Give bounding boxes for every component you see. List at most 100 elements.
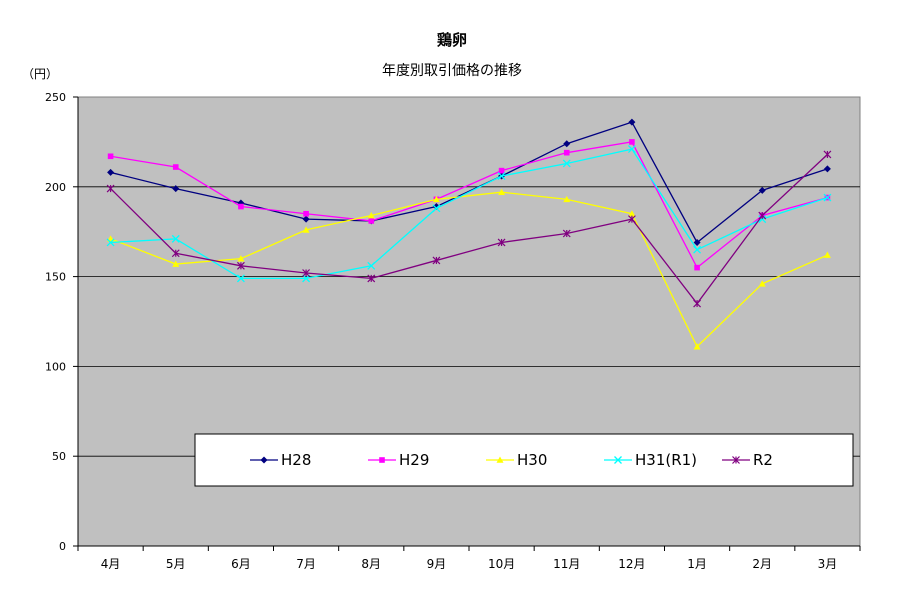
data-point: [614, 456, 622, 464]
data-point: [627, 145, 636, 154]
legend-item: H31(R1): [604, 451, 697, 469]
data-point: [732, 456, 740, 464]
data-point: [260, 456, 268, 464]
data-point: [237, 255, 245, 262]
data-point: [107, 168, 115, 176]
y-tick-label: 0: [59, 540, 66, 553]
y-axis-label: （円）: [22, 67, 58, 81]
data-point: [368, 218, 375, 224]
data-point: [758, 215, 767, 224]
data-point: [172, 164, 179, 170]
series-line: [110, 148, 828, 280]
data-point: [693, 299, 702, 308]
data-point: [563, 195, 571, 203]
data-point: [367, 261, 376, 270]
legend-label: H29: [399, 451, 429, 469]
x-tick-label: 6月: [231, 557, 251, 571]
x-tick-label: 4月: [101, 557, 121, 571]
data-point: [823, 193, 832, 202]
legend-label: H31(R1): [635, 451, 697, 469]
data-point: [693, 245, 702, 254]
series-line: [110, 141, 828, 269]
x-tick-label: 10月: [488, 557, 515, 571]
legend-label: H28: [281, 451, 311, 469]
legend-item: H28: [250, 451, 311, 469]
data-point: [379, 457, 385, 463]
data-point: [498, 167, 505, 174]
data-point: [758, 186, 766, 194]
series-h31-r1: [106, 145, 832, 283]
data-point: [629, 139, 635, 145]
series-line: [110, 191, 828, 348]
data-point: [367, 274, 376, 283]
y-tick-label: 200: [45, 181, 66, 194]
data-point: [171, 234, 180, 243]
data-point: [302, 215, 310, 223]
data-point: [432, 256, 441, 265]
legend-item: H29: [368, 451, 429, 469]
x-tick-label: 3月: [818, 557, 838, 571]
data-point: [563, 140, 571, 148]
data-point: [238, 203, 244, 210]
x-tick-label: 5月: [166, 557, 186, 571]
x-tick-label: 1月: [687, 557, 707, 571]
data-point: [823, 150, 832, 159]
data-point: [497, 172, 506, 180]
data-point: [236, 274, 245, 283]
data-point: [563, 149, 570, 156]
chart-subtitle: 年度別取引価格の推移: [382, 63, 522, 79]
data-point: [172, 185, 180, 193]
data-point: [496, 456, 504, 463]
data-point: [693, 343, 701, 350]
data-point: [823, 165, 831, 173]
x-tick-label: 2月: [752, 557, 772, 571]
data-point: [694, 264, 700, 271]
data-point: [628, 210, 636, 217]
x-tick-label: 8月: [361, 557, 381, 571]
series-layer: [106, 118, 832, 350]
data-point: [758, 280, 766, 287]
legend-item: R2: [722, 451, 773, 469]
data-point: [562, 229, 571, 238]
data-point: [106, 184, 115, 193]
data-point: [432, 195, 440, 203]
data-point: [172, 260, 180, 267]
x-tick-label: 7月: [296, 557, 316, 571]
data-point: [823, 251, 831, 258]
data-point: [627, 215, 636, 224]
legend-item: H30: [486, 451, 547, 469]
series-r2: [106, 150, 832, 308]
y-tick-label: 150: [45, 271, 66, 284]
x-tick-label: 9月: [427, 557, 447, 571]
data-point: [302, 226, 310, 233]
legend: H28 H29 H30 H31(R1) R2: [194, 433, 854, 487]
data-point: [303, 210, 309, 217]
y-tick-label: 250: [45, 91, 66, 104]
data-point: [758, 211, 767, 220]
data-point: [562, 159, 571, 168]
data-point: [171, 249, 180, 258]
x-tick-label: 12月: [618, 557, 645, 571]
data-point: [497, 238, 506, 247]
data-point: [302, 269, 311, 277]
data-point: [107, 153, 114, 160]
axes: 0 50 100 150 200 250 4月 5月 6月 7月 8月 9月 10月 11月 12月 1月 2月…: [45, 91, 861, 571]
data-point: [628, 118, 636, 126]
data-point: [236, 261, 245, 270]
data-point: [367, 212, 375, 219]
series-h30: [107, 188, 831, 350]
legend-label: R2: [753, 451, 773, 469]
data-point: [498, 188, 506, 195]
legend-label: H30: [517, 451, 547, 469]
y-tick-label: 50: [52, 450, 66, 463]
series-line: [110, 153, 828, 305]
data-point: [432, 204, 441, 213]
data-point: [106, 238, 115, 247]
chart-title: 鶏卵: [437, 31, 467, 49]
y-tick-label: 100: [45, 360, 66, 373]
data-point: [432, 203, 440, 211]
x-tick-label: 11月: [553, 557, 580, 571]
data-point: [693, 238, 701, 246]
